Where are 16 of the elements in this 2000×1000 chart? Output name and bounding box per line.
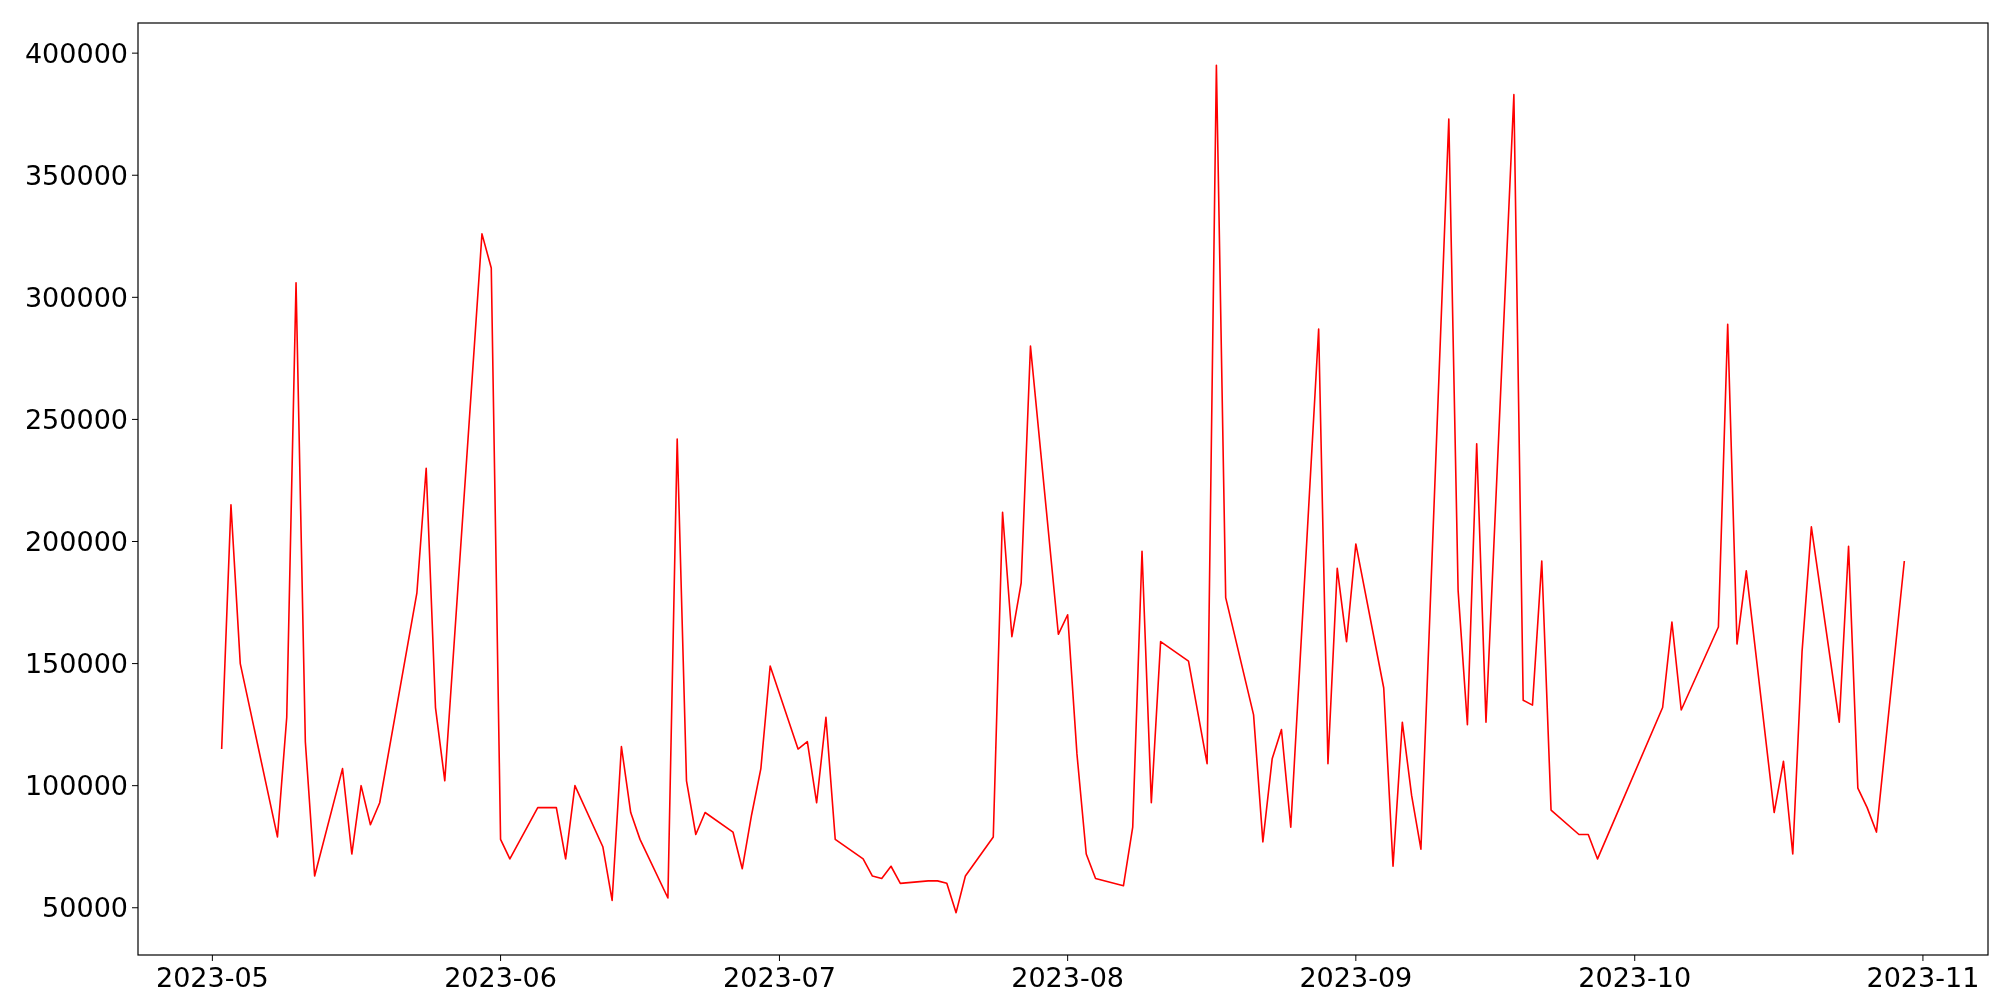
- x-tick-label: 2023-07: [723, 962, 836, 993]
- y-tick-label: 250000: [24, 403, 128, 435]
- x-tick-label: 2023-09: [1299, 962, 1413, 993]
- y-tick-label: 100000: [24, 770, 128, 802]
- y-tick-label: 350000: [24, 159, 128, 191]
- x-tick-label: 2023-08: [1011, 962, 1125, 993]
- y-tick-label: 400000: [24, 37, 128, 69]
- y-tick-label: 50000: [42, 892, 128, 924]
- x-tick-label: 2023-10: [1578, 962, 1692, 993]
- x-tick-label: 2023-11: [1866, 962, 1980, 993]
- y-tick-label: 200000: [24, 525, 128, 557]
- y-tick-label: 300000: [24, 281, 128, 313]
- y-tick-label: 150000: [24, 648, 128, 680]
- line-series: [220, 64, 1906, 914]
- x-tick-label: 2023-05: [155, 962, 269, 993]
- x-tick-label: 2023-06: [444, 962, 557, 993]
